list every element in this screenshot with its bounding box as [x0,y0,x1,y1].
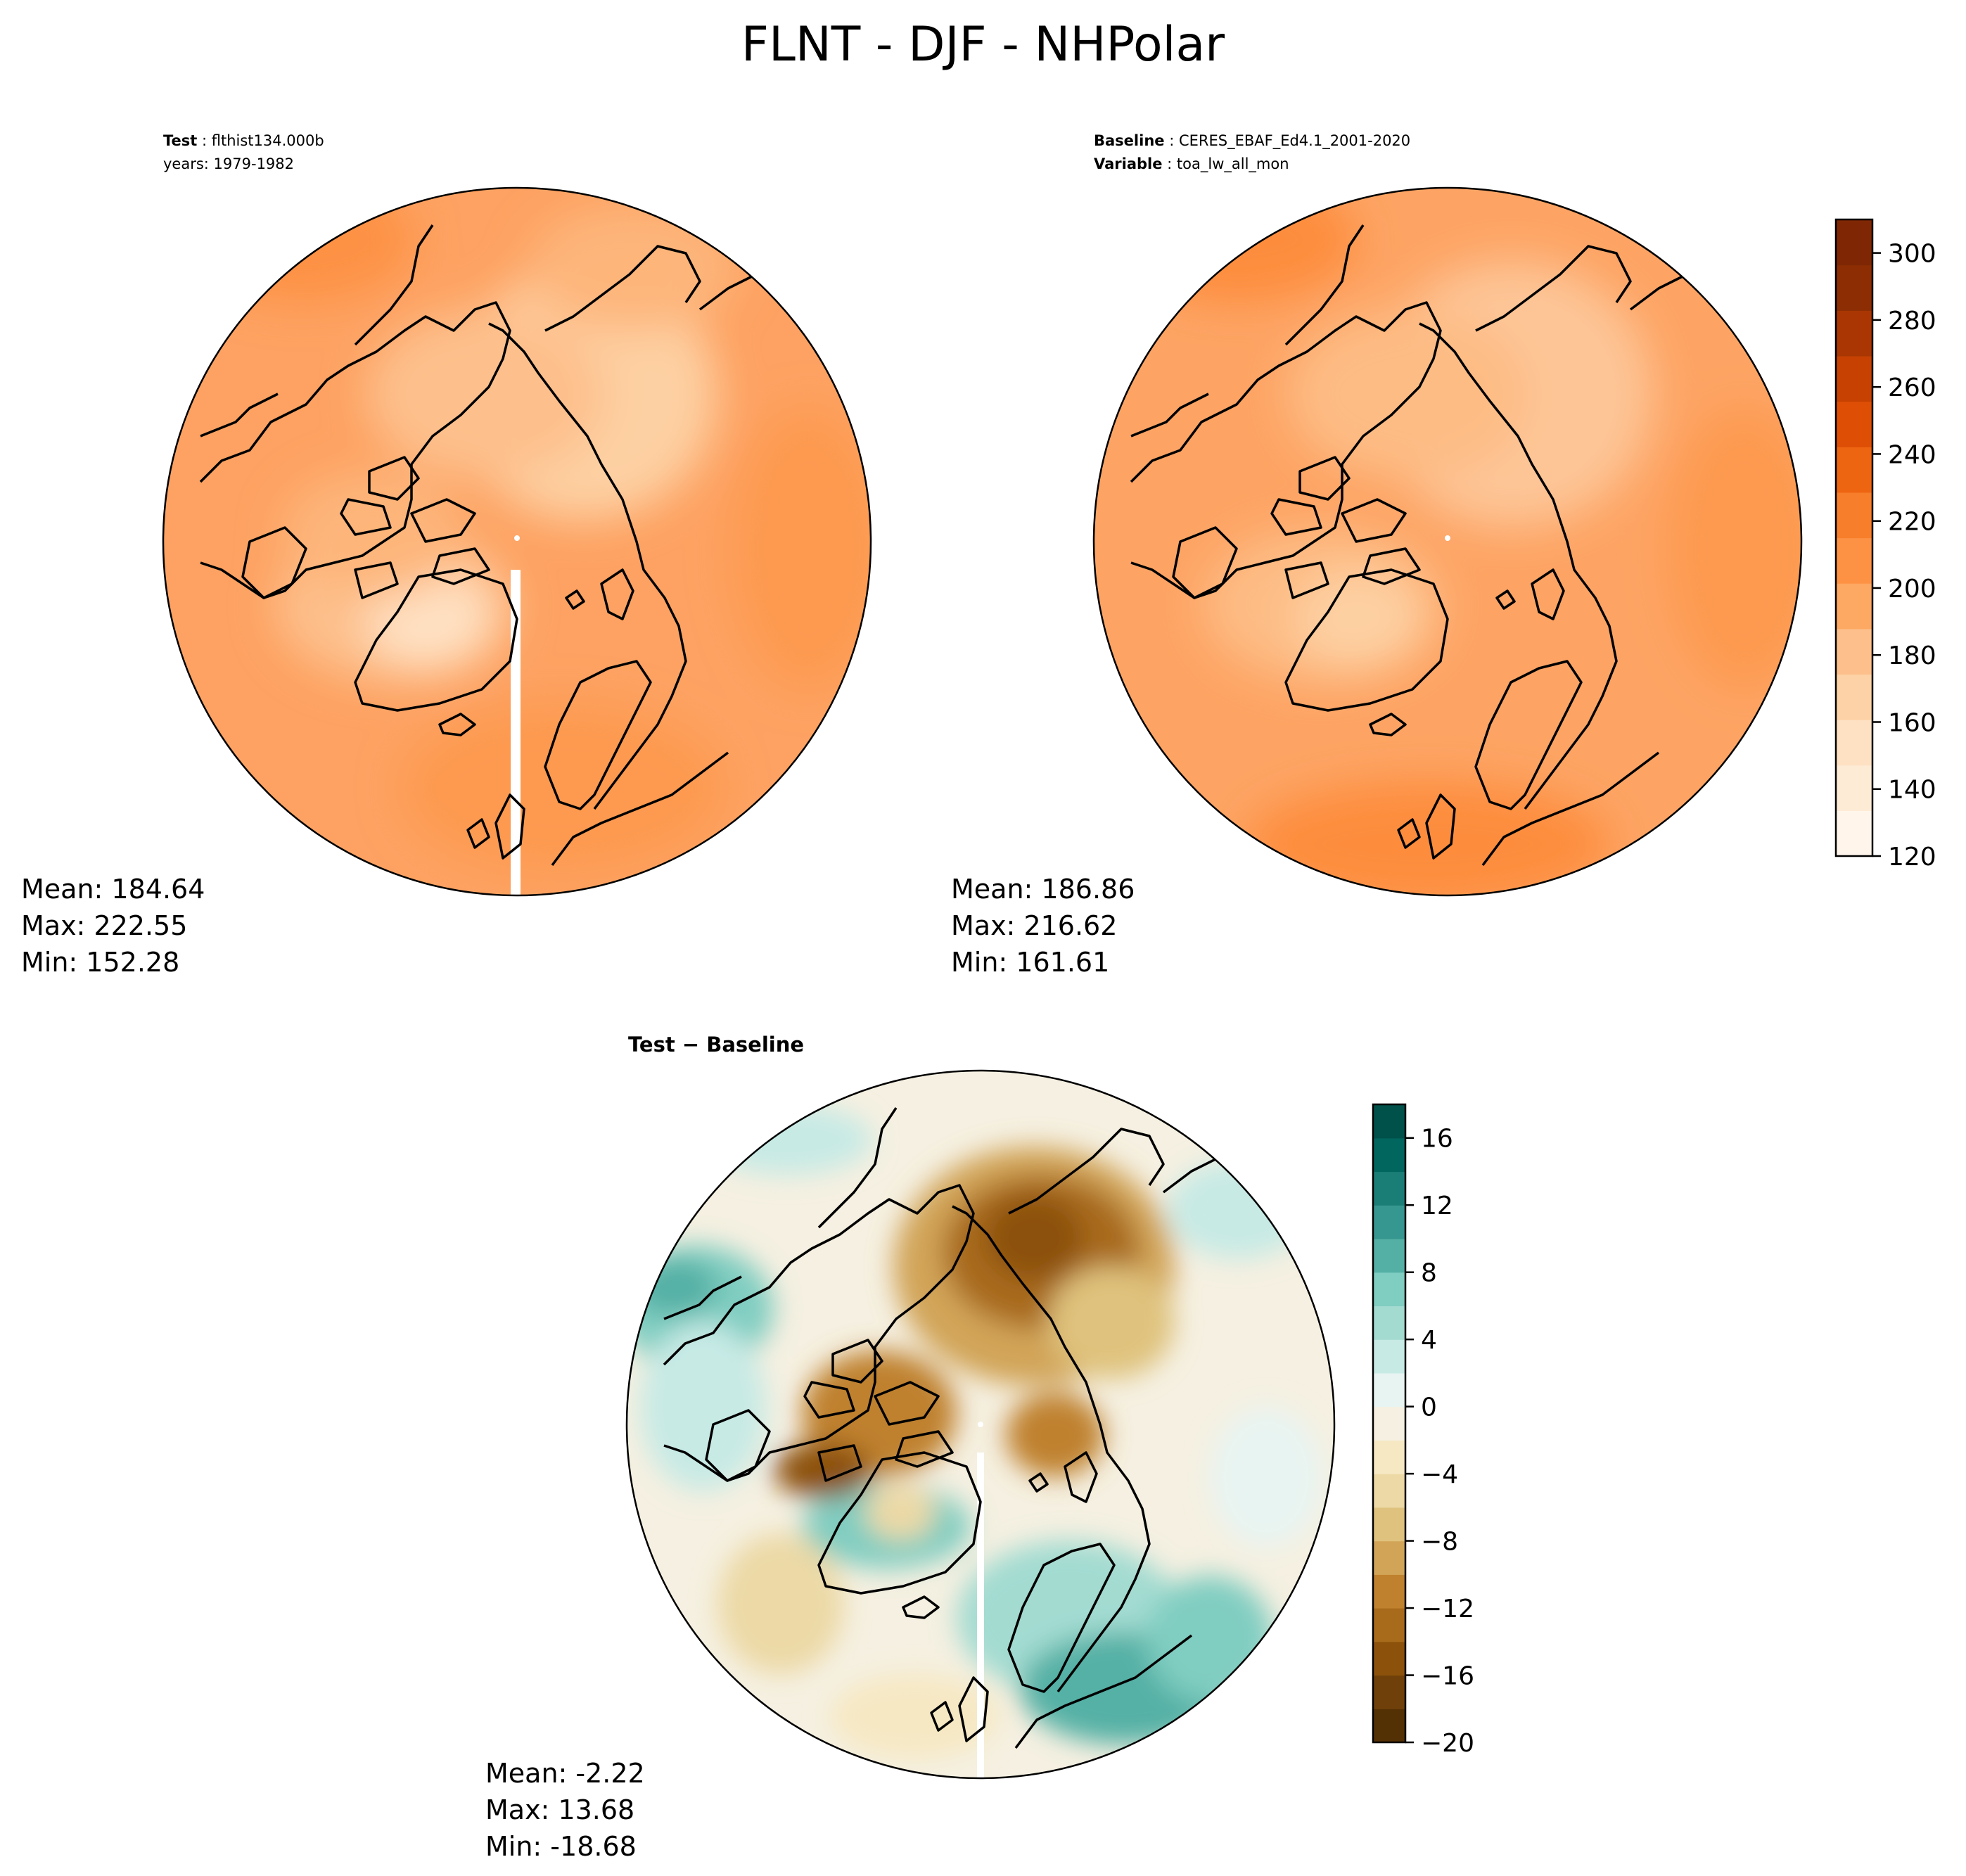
diff-colorbar-tick-label: 4 [1421,1326,1437,1355]
diff-min: Min: -18.68 [485,1831,637,1862]
baseline-name: CERES_EBAF_Ed4.1_2001-2020 [1178,132,1411,149]
main-colorbar-segment [1836,264,1872,311]
diff-stats: Mean: -2.22 Max: 13.68 Min: -18.68 [485,1755,645,1865]
main-colorbar-segment [1836,447,1872,493]
baseline-label: Baseline [1094,132,1165,149]
baseline-min: Min: 161.61 [951,947,1110,978]
test-stats: Mean: 184.64 Max: 222.55 Min: 152.28 [21,871,205,981]
baseline-stats: Mean: 186.86 Max: 216.62 Min: 161.61 [951,871,1135,981]
test-title: Test : flthist134.000b years: 1979-1982 [163,129,324,176]
diff-colorbar-segment [1373,1372,1405,1408]
baseline-mean: Mean: 186.86 [951,874,1135,905]
test-years: years: 1979-1982 [163,155,295,172]
diff-colorbar-segment [1373,1540,1405,1575]
main-colorbar-segment [1836,492,1872,539]
diff-colorbar-segment [1373,1406,1405,1441]
diff-colorbar-segment [1373,1171,1405,1206]
diff-colorbar-segment [1373,1675,1405,1709]
baseline-map [1092,186,1803,897]
main-colorbar-tick-label: 180 [1888,642,1936,670]
diff-colorbar-segment [1373,1608,1405,1642]
main-colorbar-tick-label: 200 [1888,575,1936,604]
diff-colorbar-segment [1373,1440,1405,1474]
diff-map [625,1069,1336,1780]
main-colorbar-segment [1836,628,1872,675]
main-colorbar-tick-label: 160 [1888,708,1936,737]
diff-colorbar-segment [1373,1306,1405,1340]
diff-max: Max: 13.68 [485,1794,635,1825]
main-colorbar-tick-label: 280 [1888,307,1936,336]
main-colorbar-segment [1836,674,1872,720]
diff-colorbar-tick-label: 12 [1421,1192,1453,1220]
variable-name: toa_lw_all_mon [1176,155,1289,172]
main-colorbar-tick-label: 220 [1888,508,1936,537]
main-colorbar-tick-label: 300 [1888,240,1936,269]
main-colorbar-segment [1836,310,1872,357]
main-colorbar-segment [1836,401,1872,447]
baseline-max: Max: 216.62 [951,910,1118,941]
main-colorbar-segment [1836,810,1872,857]
diff-colorbar-segment [1373,1641,1405,1676]
diff-colorbar-segment [1373,1238,1405,1273]
diff-colorbar-tick-label: 16 [1421,1125,1453,1154]
test-max: Max: 222.55 [21,910,188,941]
main-colorbar-segment [1836,765,1872,811]
diff-colorbar-segment [1373,1272,1405,1307]
main-colorbar-segment [1836,720,1872,766]
diff-colorbar-segment [1373,1574,1405,1609]
diff-colorbar-segment [1373,1137,1405,1173]
diff-colorbar-segment [1373,1339,1405,1374]
test-map [162,186,872,897]
diff-colorbar-segment [1373,1104,1405,1139]
variable-label: Variable [1094,155,1163,172]
main-colorbar-segment [1836,219,1872,266]
test-min: Min: 152.28 [21,947,180,978]
main-colorbar-tick-label: 140 [1888,776,1936,805]
diff-colorbar-tick-label: −16 [1421,1662,1474,1691]
baseline-title: Baseline : CERES_EBAF_Ed4.1_2001-2020 Va… [1094,132,1411,172]
figure-title: FLNT - DJF - NHPolar [741,17,1225,72]
main-colorbar-frame [1834,218,1874,857]
main-colorbar-segment [1836,583,1872,630]
main-colorbar-tick-label: 260 [1888,374,1936,402]
diff-colorbar-segment [1373,1507,1405,1542]
diff-colorbar-tick-label: −20 [1421,1729,1474,1758]
main-colorbar-segment [1836,355,1872,402]
diff-mean: Mean: -2.22 [485,1758,645,1789]
diff-colorbar-tick-label: −12 [1421,1595,1474,1623]
main-colorbar-tick-label: 120 [1888,843,1936,872]
main-colorbar-segment [1836,537,1872,584]
diff-colorbar-tick-label: 8 [1421,1259,1437,1288]
diff-title: Test − Baseline [628,1033,805,1057]
main-colorbar-tick-label: 240 [1888,440,1936,469]
test-name: flthist134.000b [211,132,324,149]
colorbar-diff: 16 12 8 4 0 −4 −8 −12 −16 −20 [1372,1103,1474,1758]
test-label: Test [163,132,198,149]
test-mean: Mean: 184.64 [21,874,205,905]
diff-colorbar-frame [1372,1103,1407,1744]
diff-colorbar-segment [1373,1205,1405,1239]
colorbar-main: 120 140 160 180 200 220 240 260 280 300 [1834,218,1936,872]
diff-colorbar-tick-label: −4 [1421,1460,1458,1489]
diff-colorbar-tick-label: 0 [1421,1393,1437,1422]
diff-colorbar-segment [1373,1474,1405,1508]
diff-colorbar-segment [1373,1709,1405,1743]
diff-colorbar-tick-label: −8 [1421,1528,1458,1557]
